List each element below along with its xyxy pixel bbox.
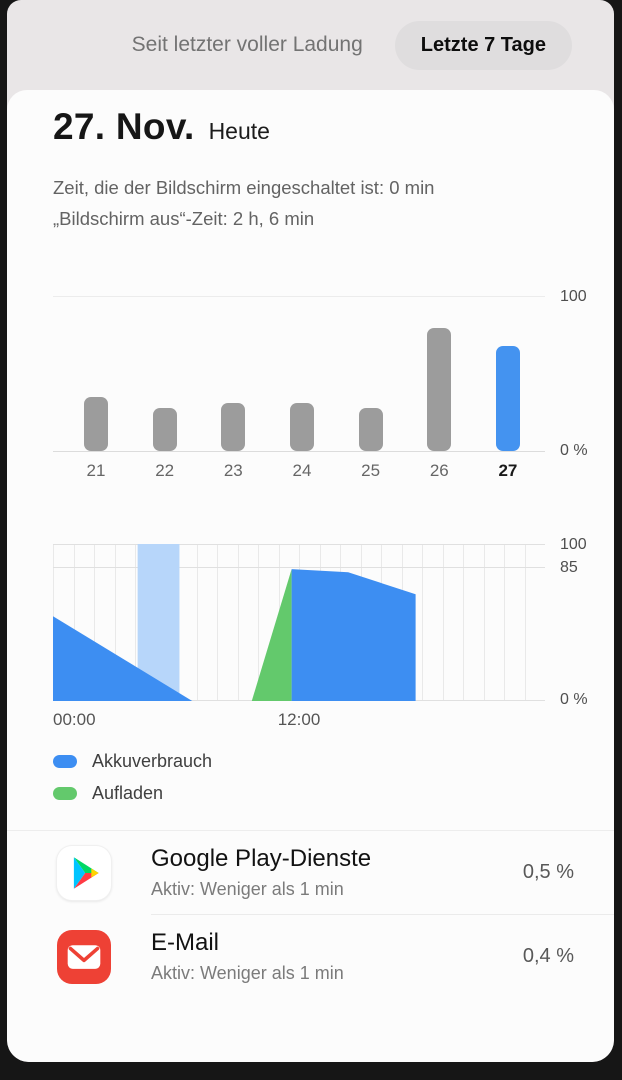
daily-usage-chart: 21 22 23 24 25 26 27 100 0 % [53,288,614,480]
daily-bar-column[interactable]: 24 [289,297,315,480]
hourly-area-chart-svg [53,544,545,701]
app-row-email[interactable]: E-Mail Aktiv: Weniger als 1 min 0,4 % [7,915,614,998]
battery-level-morning [53,616,193,701]
daily-bar-label: 27 [498,461,518,480]
legend: Akkuverbrauch Aufladen [53,751,614,804]
battery-level-afternoon [291,569,416,701]
daily-bar-label: 22 [155,461,175,480]
legend-swatch [53,755,77,768]
daily-bar-label: 26 [429,461,449,480]
content-card: 27. Nov. Heute Zeit, die der Bildschirm … [7,90,614,1062]
daily-bar[interactable] [152,407,177,451]
app-text-block: E-Mail Aktiv: Weniger als 1 min [151,929,513,984]
y-min-label: 0 % [560,442,588,459]
legend-item: Aufladen [53,783,614,804]
tab-bar: Seit letzter voller Ladung Letzte 7 Tage [7,0,614,90]
app-text-block: Google Play-Dienste Aktiv: Weniger als 1… [151,845,513,900]
section-divider [7,830,614,831]
daily-bar-column[interactable]: 25 [358,297,384,480]
x-label-noon: 12:00 [277,710,321,729]
daily-bar[interactable] [84,397,108,451]
app-active-time: Aktiv: Weniger als 1 min [151,879,344,899]
selected-date: 27. Nov. [53,106,195,147]
date-heading: 27. Nov. Heute [53,106,614,148]
daily-bar-column[interactable]: 27 [495,297,521,480]
app-name: E-Mail [151,929,220,956]
app-usage-percent: 0,4 % [522,945,574,967]
y-max-label: 100 [560,288,587,305]
daily-y-axis: 100 0 % [545,288,614,459]
x-label-midnight: 00:00 [53,710,96,729]
daily-bar-column[interactable]: 26 [426,297,452,480]
daily-bar[interactable] [358,407,383,451]
legend-label: Akkuverbrauch [92,751,213,771]
daily-bar-column[interactable]: 22 [152,297,178,480]
daily-bar-label: 24 [292,461,312,480]
hourly-y-axis: 100 85 0 % [545,536,614,708]
daily-bar[interactable] [427,327,452,451]
daily-bars: 21 22 23 24 25 26 27 [53,297,545,480]
app-active-time: Aktiv: Weniger als 1 min [151,963,344,983]
screen-time-summary: Zeit, die der Bildschirm eingeschaltet i… [53,172,568,234]
daily-bar-label: 25 [361,461,381,480]
daily-bar-column[interactable]: 23 [220,297,246,480]
legend-label: Aufladen [92,783,164,803]
google-play-icon [57,845,111,900]
row-divider [151,914,614,915]
app-row-google-play-services[interactable]: Google Play-Dienste Aktiv: Weniger als 1… [7,831,614,914]
app-usage-percent: 0,5 % [522,861,574,883]
daily-bar-column[interactable]: 21 [83,297,109,480]
screen-off-time-text: „Bildschirm aus“-Zeit: 2 h, 6 min [53,208,315,229]
tab-last-7-days[interactable]: Letzte 7 Tage [394,20,572,70]
legend-item: Akkuverbrauch [53,751,614,772]
hourly-battery-plot[interactable]: 00:00 12:00 [53,544,545,729]
tab-since-last-full-charge[interactable]: Seit letzter voller Ladung [131,33,363,56]
hourly-battery-chart: 00:00 12:00 100 85 0 % [53,536,614,729]
y-min-label: 0 % [560,691,588,708]
y-current-label: 85 [560,558,578,576]
selected-date-label: Heute [208,118,270,144]
battery-usage-screen: Seit letzter voller Ladung Letzte 7 Tage… [7,0,614,1062]
screen-on-time-text: Zeit, die der Bildschirm eingeschaltet i… [53,177,435,198]
daily-bar-label: 23 [223,461,243,480]
daily-bar[interactable] [221,403,246,451]
email-icon [57,929,111,984]
y-max-label: 100 [560,536,587,553]
daily-bar[interactable] [495,346,520,451]
app-name: Google Play-Dienste [151,845,372,872]
daily-bar-label: 21 [86,461,106,480]
daily-bar[interactable] [289,403,314,451]
daily-usage-plot: 21 22 23 24 25 26 27 [53,296,545,480]
legend-swatch [53,787,77,800]
charging [251,569,292,701]
